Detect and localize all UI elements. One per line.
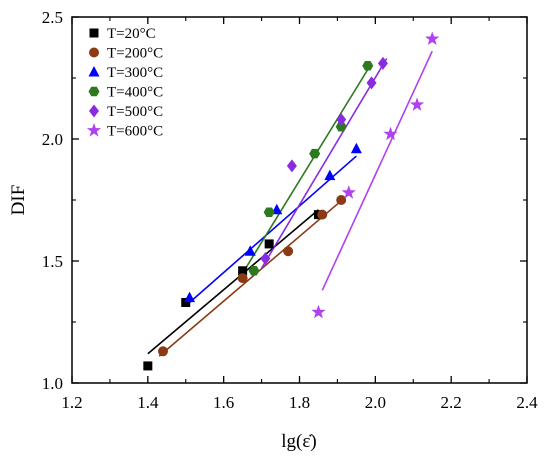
data-point-s5-0 — [311, 304, 326, 319]
data-point-s2-4 — [350, 142, 362, 154]
data-point-s0-2 — [238, 266, 248, 276]
data-point-s2-3 — [324, 169, 336, 181]
data-point-s5-2 — [383, 126, 398, 141]
x-tick-label: 2.0 — [365, 393, 386, 412]
data-points — [143, 31, 440, 371]
x-tick-label: 2.2 — [441, 393, 462, 412]
data-point-s4-3 — [366, 76, 377, 90]
data-point-s1-4 — [336, 195, 347, 205]
legend-label-5: T=600°C — [107, 124, 163, 140]
data-point-s3-2 — [309, 148, 321, 159]
data-point-s2-1 — [244, 245, 256, 256]
data-point-s1-0 — [158, 346, 168, 357]
data-point-s5-4 — [425, 31, 440, 46]
legend-marker-5 — [86, 123, 102, 137]
y-tick-label: 1.5 — [42, 252, 63, 271]
legend-marker-4 — [89, 104, 99, 118]
x-axis-label: lg(ε̇) — [281, 431, 316, 452]
data-point-s5-3 — [409, 97, 425, 111]
fit-line-series-2 — [189, 155, 357, 304]
legend-marker-2 — [88, 66, 100, 77]
data-point-s4-1 — [286, 159, 297, 173]
data-point-s3-0 — [248, 266, 260, 276]
data-point-s4-2 — [336, 112, 347, 126]
x-tick-label: 1.6 — [213, 393, 234, 412]
legend-label-1: T=200°C — [107, 46, 163, 62]
y-tick-labels: 1.0 1.5 2.0 2.5 — [42, 8, 63, 393]
x-tick-label: 1.8 — [289, 393, 310, 412]
legend-marker-0 — [89, 28, 99, 38]
data-point-s2-0 — [184, 291, 196, 303]
data-point-s4-0 — [260, 252, 271, 266]
x-tick-labels: 1.2 1.4 1.6 1.8 2.0 2.2 2.4 — [61, 393, 538, 412]
fit-line-series-4 — [260, 58, 388, 269]
axis-ticks — [71, 16, 528, 384]
fit-line-series-3 — [241, 62, 373, 274]
data-point-s4-4 — [377, 56, 388, 70]
legend-marker-1 — [89, 47, 99, 58]
fit-line-series-0 — [147, 209, 319, 355]
fit-lines — [147, 50, 433, 357]
data-point-s1-3 — [317, 209, 328, 220]
y-axis-label: DIF — [8, 185, 29, 216]
legend: T=20°C T=200°C T=300°C T=400°C T=500°C T=600°… — [86, 26, 163, 140]
data-point-s0-1 — [181, 297, 191, 307]
data-point-s3-1 — [263, 207, 275, 217]
y-tick-label: 2.5 — [42, 8, 63, 27]
fit-line-series-5 — [321, 50, 433, 291]
x-tick-label: 2.4 — [516, 393, 538, 412]
legend-label-0: T=20°C — [107, 26, 156, 42]
x-tick-label: 1.4 — [137, 393, 159, 412]
legend-label-2: T=300°C — [107, 65, 163, 81]
data-point-s0-3 — [264, 239, 274, 249]
data-point-s1-1 — [237, 273, 248, 284]
x-tick-label: 1.2 — [61, 393, 82, 412]
data-point-s3-4 — [362, 61, 374, 71]
y-tick-label: 2.0 — [42, 130, 63, 149]
data-point-s1-2 — [283, 246, 294, 257]
data-point-s3-3 — [335, 122, 347, 132]
legend-label-3: T=400°C — [107, 85, 163, 101]
data-point-s5-1 — [341, 185, 356, 199]
legend-marker-3 — [88, 86, 100, 97]
fit-line-series-1 — [158, 196, 346, 357]
legend-label-4: T=500°C — [107, 104, 163, 120]
y-tick-label: 1.0 — [42, 374, 63, 393]
data-point-s0-0 — [143, 361, 153, 371]
